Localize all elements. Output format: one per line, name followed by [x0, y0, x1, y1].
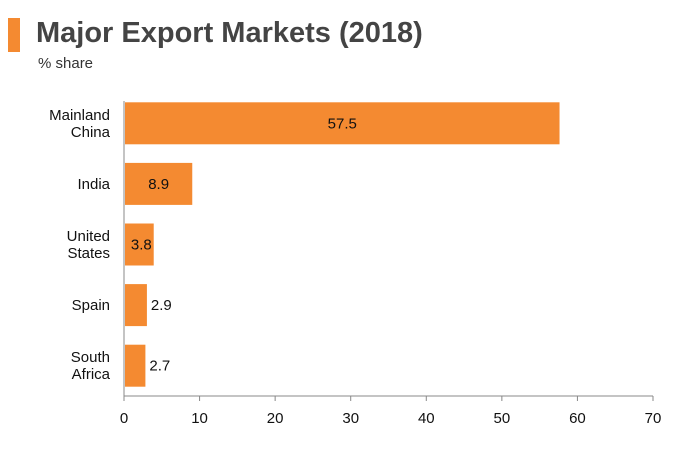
x-tick-label: 40 [418, 410, 435, 427]
category-label: Mainland [49, 107, 110, 124]
bar [125, 223, 154, 266]
title-accent-bar [8, 18, 20, 52]
x-tick-label: 20 [267, 410, 284, 427]
bar [125, 162, 193, 205]
bar [125, 284, 147, 327]
data-label: 57.5 [328, 115, 357, 132]
category-label: Spain [72, 297, 110, 314]
x-tick-label: 10 [191, 410, 208, 427]
data-label: 2.7 [149, 358, 170, 375]
x-tick-label: 50 [494, 410, 511, 427]
category-label: India [77, 176, 110, 193]
data-label: 3.8 [131, 237, 152, 254]
bar [125, 344, 146, 387]
x-tick-label: 70 [645, 410, 662, 427]
category-label: South [71, 349, 110, 366]
chart-title: Major Export Markets (2018) [36, 17, 423, 49]
category-label: Africa [72, 366, 111, 383]
category-label: China [71, 124, 111, 141]
chart-subtitle: % share [38, 55, 94, 72]
data-label: 8.9 [148, 176, 169, 193]
category-label: States [67, 245, 110, 262]
data-label: 2.9 [151, 297, 172, 314]
x-tick-label: 0 [120, 410, 128, 427]
x-tick-label: 30 [342, 410, 359, 427]
bar [125, 102, 560, 145]
x-tick-label: 60 [569, 410, 586, 427]
category-label: United [67, 228, 110, 245]
